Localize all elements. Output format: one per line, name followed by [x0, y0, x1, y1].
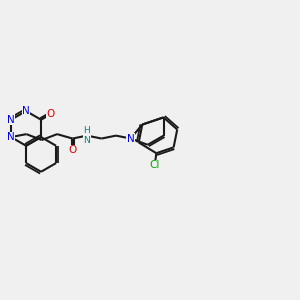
Text: Cl: Cl	[149, 160, 160, 170]
Text: O: O	[68, 145, 76, 155]
Text: O: O	[46, 109, 55, 119]
Text: N: N	[22, 106, 30, 116]
Text: N: N	[127, 134, 134, 143]
Text: N: N	[7, 115, 15, 125]
Text: N: N	[7, 132, 15, 142]
Text: H
N: H N	[84, 126, 91, 145]
